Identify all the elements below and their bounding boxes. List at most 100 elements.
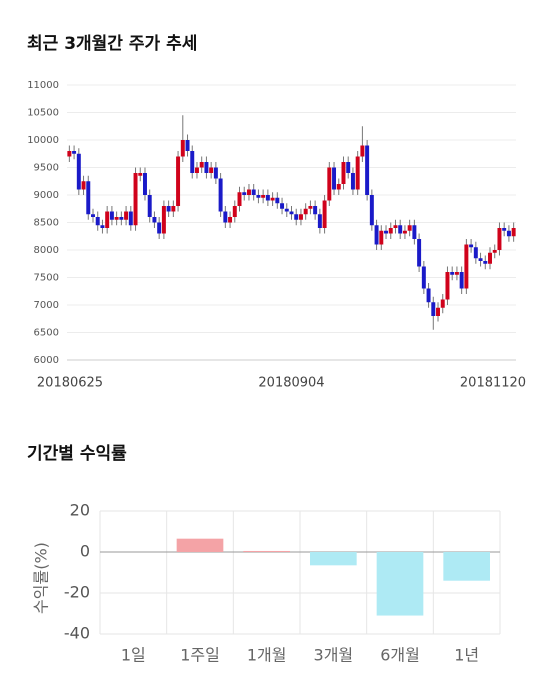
candle-body (138, 173, 143, 176)
candle-body (313, 206, 318, 215)
candle-body (161, 206, 166, 234)
candle-body (147, 195, 152, 217)
bar (176, 538, 224, 552)
candle-body (355, 156, 360, 190)
candle-body (261, 195, 266, 198)
y-tick-label: 8500 (34, 218, 59, 229)
y-tick-label: 8000 (34, 245, 59, 256)
y-tick-label: 10000 (27, 135, 59, 146)
candle-body (133, 173, 138, 226)
candle-body (303, 208, 308, 215)
candle-body (128, 211, 133, 226)
y-tick-label: 0 (80, 542, 90, 561)
candle-body (393, 225, 398, 228)
candle-body (256, 195, 261, 198)
candle-body (284, 208, 289, 212)
candle-body (388, 228, 393, 234)
candle-body (341, 162, 346, 184)
y-axis-label: 수익률(%) (32, 542, 51, 614)
x-tick-label: 6개월 (380, 646, 420, 665)
candle-body (109, 211, 114, 220)
chart-title: 최근 3개월간 주가 추세 (27, 34, 197, 54)
candle-body (204, 162, 209, 173)
candle-body (242, 192, 247, 195)
y-tick-label: 6500 (34, 328, 59, 339)
y-tick-label: 10500 (27, 108, 59, 119)
y-tick-label: -40 (64, 624, 90, 643)
candle-body (218, 178, 223, 212)
bar (443, 552, 490, 581)
candle-body (374, 225, 379, 245)
y-tick-label: 11000 (27, 80, 59, 91)
candle-body (346, 162, 351, 173)
candle-body (185, 140, 190, 151)
candle-body (152, 217, 157, 223)
candle-body (209, 167, 214, 173)
candle-body (270, 197, 275, 201)
candle-body (483, 261, 488, 264)
candle-body (445, 272, 450, 300)
candle-body (350, 173, 355, 190)
candle-body (502, 228, 507, 231)
candle-body (91, 214, 95, 217)
candle-body (459, 272, 464, 289)
x-tick-label: 1년 (454, 646, 479, 665)
candle-body (336, 184, 341, 190)
y-tick-label: 9000 (34, 190, 59, 201)
candle-body (322, 200, 327, 228)
candle-body (275, 197, 280, 204)
candle-body (251, 189, 256, 195)
candle-body (492, 250, 497, 253)
candle-body (417, 239, 422, 267)
candle-body (265, 195, 270, 201)
candle-body (213, 167, 218, 179)
candle-body (431, 302, 436, 316)
candle-body (95, 217, 100, 226)
candle-body (86, 181, 91, 215)
candle-body (454, 272, 459, 275)
bar (310, 552, 357, 566)
chart-title: 기간별 수익률 (27, 444, 127, 464)
candle-body (171, 206, 176, 212)
y-tick-label: -20 (64, 583, 90, 602)
candle-body (478, 258, 483, 261)
y-tick-label: 9500 (34, 163, 59, 174)
candle-body (450, 272, 455, 275)
candle-body (294, 214, 299, 220)
x-tick-label: 1주일 (180, 646, 220, 665)
candle-body (469, 244, 474, 248)
candle-body (360, 145, 365, 157)
x-tick-label: 20180904 (258, 376, 324, 391)
candle-body (157, 222, 162, 234)
y-tick-label: 7000 (34, 300, 59, 311)
candle-body (421, 266, 426, 289)
candle-body (402, 230, 407, 234)
candle-body (412, 225, 417, 239)
candle-body (194, 167, 199, 173)
candle-body (464, 244, 469, 289)
candle-body (142, 173, 147, 195)
candle-body (488, 252, 492, 264)
candle-body (298, 214, 303, 220)
candle-body (105, 211, 110, 228)
candle-body (180, 140, 185, 157)
candle-body (67, 151, 72, 157)
candle-body (369, 195, 374, 226)
bar (243, 550, 290, 552)
candle-body (124, 211, 129, 220)
candle-body (199, 162, 204, 168)
candle-body (365, 145, 370, 195)
candle-body (308, 206, 313, 209)
candle-body (119, 217, 124, 220)
candle-body (289, 211, 294, 215)
x-tick-label: 1일 (121, 646, 146, 665)
candle-body (114, 217, 119, 220)
candle-body (176, 156, 181, 206)
candle-body (190, 151, 195, 173)
x-tick-label: 20180625 (37, 376, 103, 391)
candle-body (72, 151, 77, 154)
y-tick-label: 20 (70, 501, 90, 520)
candle-body (332, 167, 337, 190)
candle-body (511, 228, 516, 237)
candle-body (426, 288, 431, 303)
